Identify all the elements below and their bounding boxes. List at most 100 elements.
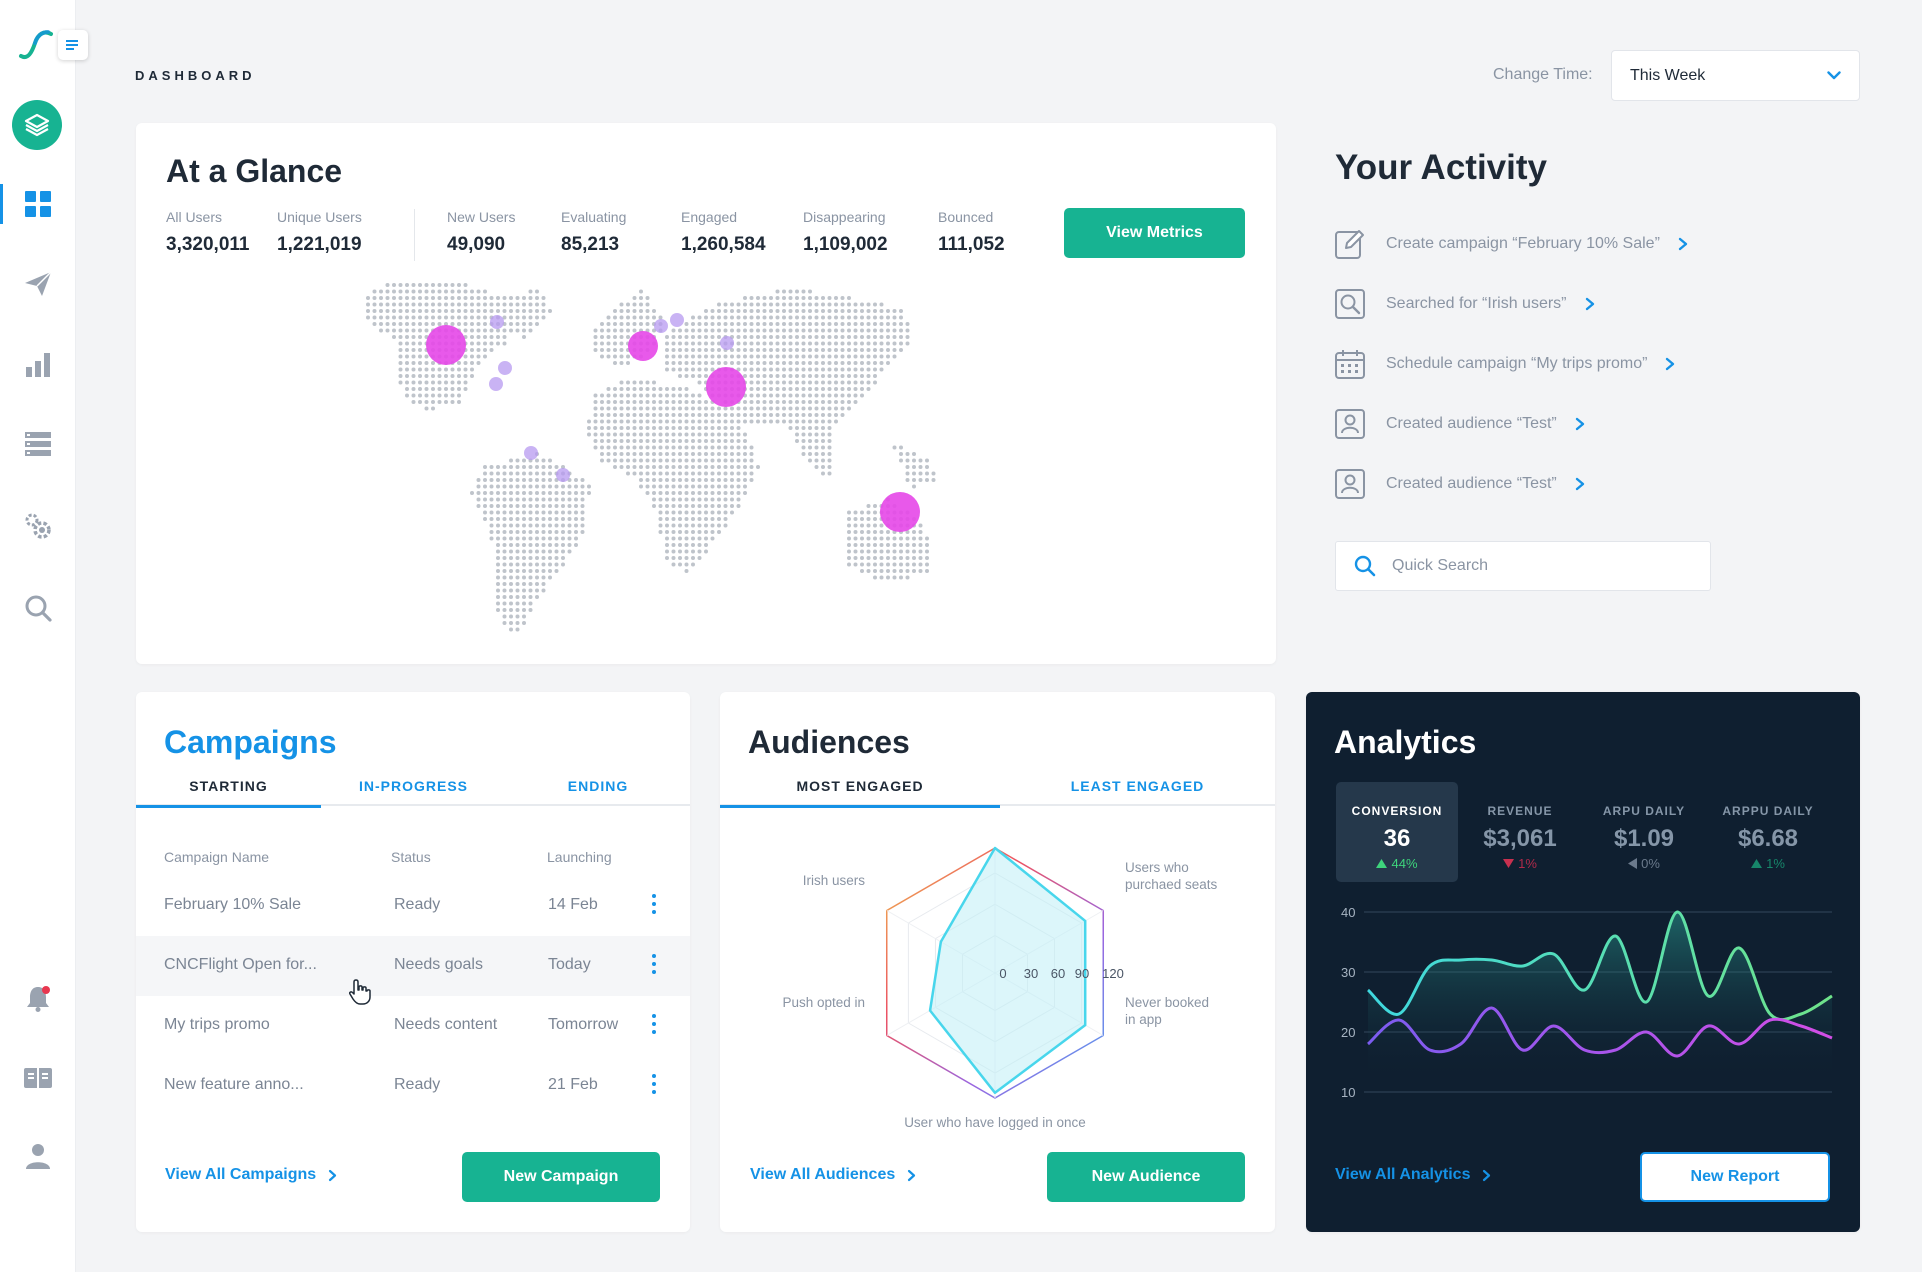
activity-item[interactable]: Created audience “Test” xyxy=(1333,466,1585,502)
audiences-card: Audiences MOST ENGAGED LEAST ENGAGED 0 30… xyxy=(720,692,1275,1232)
map-bubble[interactable] xyxy=(556,468,570,482)
gears-icon xyxy=(25,513,51,539)
tab-in-progress[interactable]: IN-PROGRESS xyxy=(358,778,468,794)
radar-axis-label: Users who purchaed seats xyxy=(1125,860,1218,892)
activity-text: Searched for “Irish users” xyxy=(1386,295,1567,312)
map-bubble[interactable] xyxy=(524,446,538,460)
map-bubble[interactable] xyxy=(628,331,658,361)
stat-disappearing: Disappearing 1,109,002 xyxy=(803,209,888,256)
metric-conversion[interactable]: CONVERSION 36 44% xyxy=(1336,782,1458,882)
metric-change-value: 44% xyxy=(1391,856,1418,871)
metric-arppu-daily[interactable]: ARPPU DAILY $6.68 1% xyxy=(1707,782,1829,882)
map-bubble[interactable] xyxy=(426,325,466,365)
app-logo[interactable] xyxy=(18,26,56,64)
view-all-campaigns-link[interactable]: View All Campaigns xyxy=(165,1166,337,1184)
view-all-campaigns-label: View All Campaigns xyxy=(165,1166,317,1183)
stat-engaged: Engaged 1,260,584 xyxy=(681,209,766,256)
menu-toggle-button[interactable] xyxy=(58,30,88,60)
table-row[interactable]: CNCFlight Open for... Needs goals Today xyxy=(136,936,690,996)
view-all-analytics-label: View All Analytics xyxy=(1335,1166,1471,1183)
radar-axis-label: Never booked in app xyxy=(1125,995,1209,1027)
quick-search-input[interactable] xyxy=(1392,557,1692,575)
activity-item[interactable]: Searched for “Irish users” xyxy=(1333,286,1595,322)
new-audience-button[interactable]: New Audience xyxy=(1047,1152,1245,1202)
metric-value: $3,061 xyxy=(1483,825,1557,852)
chevron-right-icon xyxy=(1585,297,1594,311)
map-bubble[interactable] xyxy=(489,377,503,391)
metric-change-value: 1% xyxy=(1518,856,1537,871)
activity-text: Create campaign “February 10% Sale” xyxy=(1386,235,1660,252)
map-bubble[interactable] xyxy=(706,367,746,407)
sidebar xyxy=(0,0,88,1272)
chevron-right-icon xyxy=(1678,237,1688,251)
row-menu-icon[interactable] xyxy=(648,890,660,918)
metric-arpu-daily[interactable]: ARPU DAILY $1.09 0% xyxy=(1583,782,1705,882)
glance-title: At a Glance xyxy=(166,153,343,189)
nav-settings[interactable] xyxy=(0,500,76,552)
row-menu-icon[interactable] xyxy=(648,1010,660,1038)
quick-search[interactable] xyxy=(1335,541,1711,591)
stat-value: 1,109,002 xyxy=(803,234,888,255)
tab-least-engaged[interactable]: LEAST ENGAGED xyxy=(1070,778,1205,794)
metric-value: $1.09 xyxy=(1613,825,1675,852)
hand-cursor-icon xyxy=(349,979,371,1005)
stat-value: 3,320,011 xyxy=(166,234,250,255)
campaign-status: Ready xyxy=(394,896,441,913)
view-all-audiences-link[interactable]: View All Audiences xyxy=(750,1166,916,1184)
activity-item[interactable]: Create campaign “February 10% Sale” xyxy=(1333,226,1688,262)
book-icon xyxy=(24,1068,52,1088)
change-time-label: Change Time: xyxy=(1493,66,1593,83)
table-row[interactable]: February 10% Sale Ready 14 Feb xyxy=(136,876,690,936)
map-bubble[interactable] xyxy=(880,492,920,532)
layers-icon xyxy=(24,113,50,137)
at-a-glance-card: At a Glance All Users 3,320,011 Unique U… xyxy=(136,123,1276,664)
view-all-audiences-label: View All Audiences xyxy=(750,1166,896,1183)
map-bubble[interactable] xyxy=(490,315,504,329)
metric-revenue[interactable]: REVENUE $3,061 1% xyxy=(1459,782,1581,882)
nav-notifications[interactable] xyxy=(0,972,76,1024)
nav-data[interactable] xyxy=(0,418,76,470)
table-row[interactable]: My trips promo Needs content Tomorrow xyxy=(136,996,690,1056)
stat-value: 1,260,584 xyxy=(681,234,766,255)
activity-item[interactable]: Created audience “Test” xyxy=(1333,406,1585,442)
view-metrics-button[interactable]: View Metrics xyxy=(1064,208,1245,258)
radar-series xyxy=(928,846,1087,1095)
row-menu-icon[interactable] xyxy=(648,950,660,978)
new-campaign-button[interactable]: New Campaign xyxy=(462,1152,660,1202)
stat-label: Unique Users xyxy=(277,209,362,225)
tab-most-engaged[interactable]: MOST ENGAGED xyxy=(720,766,1000,808)
tab-ending[interactable]: ENDING xyxy=(567,778,629,794)
stat-label: Bounced xyxy=(938,209,994,225)
map-bubble[interactable] xyxy=(720,336,734,350)
new-report-button[interactable]: New Report xyxy=(1640,1152,1830,1202)
layers-button[interactable] xyxy=(12,100,62,150)
series-line-1 xyxy=(1366,910,1833,1022)
change-time-select[interactable]: This Week xyxy=(1611,50,1860,101)
view-all-analytics-link[interactable]: View All Analytics xyxy=(1335,1166,1491,1184)
activity-text: Schedule campaign “My trips promo” xyxy=(1386,355,1648,372)
nav-search[interactable] xyxy=(0,582,76,634)
series-line-2 xyxy=(1366,1006,1833,1058)
column-launching: Launching xyxy=(547,849,612,865)
y-tick-label: 10 xyxy=(1341,1085,1355,1100)
row-menu-icon[interactable] xyxy=(648,1070,660,1098)
table-row[interactable]: New feature anno... Ready 21 Feb xyxy=(136,1056,690,1116)
nav-dashboard[interactable] xyxy=(0,178,76,230)
map-bubble[interactable] xyxy=(498,361,512,375)
nav-campaigns[interactable] xyxy=(0,258,76,310)
analytics-title: Analytics xyxy=(1334,724,1477,760)
nav-profile[interactable] xyxy=(0,1130,76,1182)
campaign-launching: 14 Feb xyxy=(548,896,598,913)
triangle-left-icon xyxy=(1628,858,1638,869)
calendar-icon xyxy=(1333,347,1367,381)
map-bubble[interactable] xyxy=(670,313,684,327)
nav-docs[interactable] xyxy=(0,1052,76,1104)
nav-analytics[interactable] xyxy=(0,338,76,390)
activity-item[interactable]: Schedule campaign “My trips promo” xyxy=(1333,346,1675,382)
tab-starting[interactable]: STARTING xyxy=(136,766,321,808)
map-bubble[interactable] xyxy=(654,319,668,333)
triangle-up-icon xyxy=(1376,859,1388,868)
audiences-title: Audiences xyxy=(748,724,910,760)
user-icon xyxy=(26,1144,50,1169)
chevron-right-icon xyxy=(329,1169,337,1181)
